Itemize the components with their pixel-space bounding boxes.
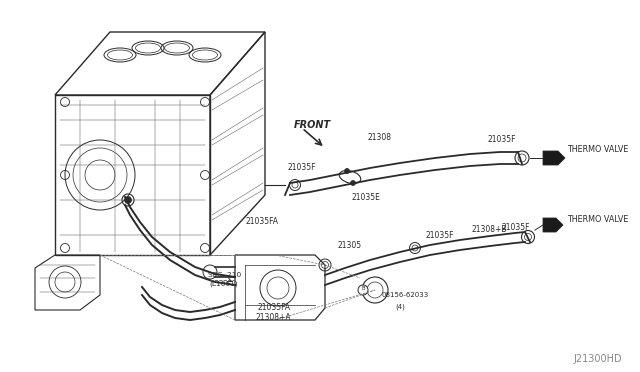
Text: THERMO VALVE: THERMO VALVE: [567, 215, 628, 224]
Text: 21308+B: 21308+B: [472, 225, 508, 234]
Text: J21300HD: J21300HD: [573, 354, 622, 364]
Text: 21035F: 21035F: [425, 231, 454, 240]
Text: SEC. 210: SEC. 210: [208, 272, 241, 278]
Circle shape: [358, 285, 368, 295]
Text: (4): (4): [395, 304, 405, 310]
Text: 21035FA: 21035FA: [245, 218, 278, 227]
Text: 21035E: 21035E: [352, 192, 381, 202]
Text: FRONT: FRONT: [294, 120, 331, 130]
Circle shape: [351, 180, 355, 186]
Text: THERMO VALVE: THERMO VALVE: [567, 145, 628, 154]
Polygon shape: [543, 218, 563, 232]
Polygon shape: [543, 151, 565, 165]
Text: 21035F: 21035F: [487, 135, 515, 144]
Text: 21308: 21308: [368, 134, 392, 142]
Text: 21305: 21305: [337, 241, 361, 250]
Text: 21035F: 21035F: [287, 163, 316, 171]
Text: (L1061): (L1061): [209, 281, 237, 287]
Text: 21035F: 21035F: [502, 224, 530, 232]
Circle shape: [125, 196, 131, 203]
Text: 21308+A: 21308+A: [255, 314, 291, 323]
Circle shape: [344, 169, 349, 173]
Text: 21035FA: 21035FA: [258, 302, 291, 311]
Text: 08156-62033: 08156-62033: [382, 292, 429, 298]
Text: B: B: [361, 286, 365, 292]
